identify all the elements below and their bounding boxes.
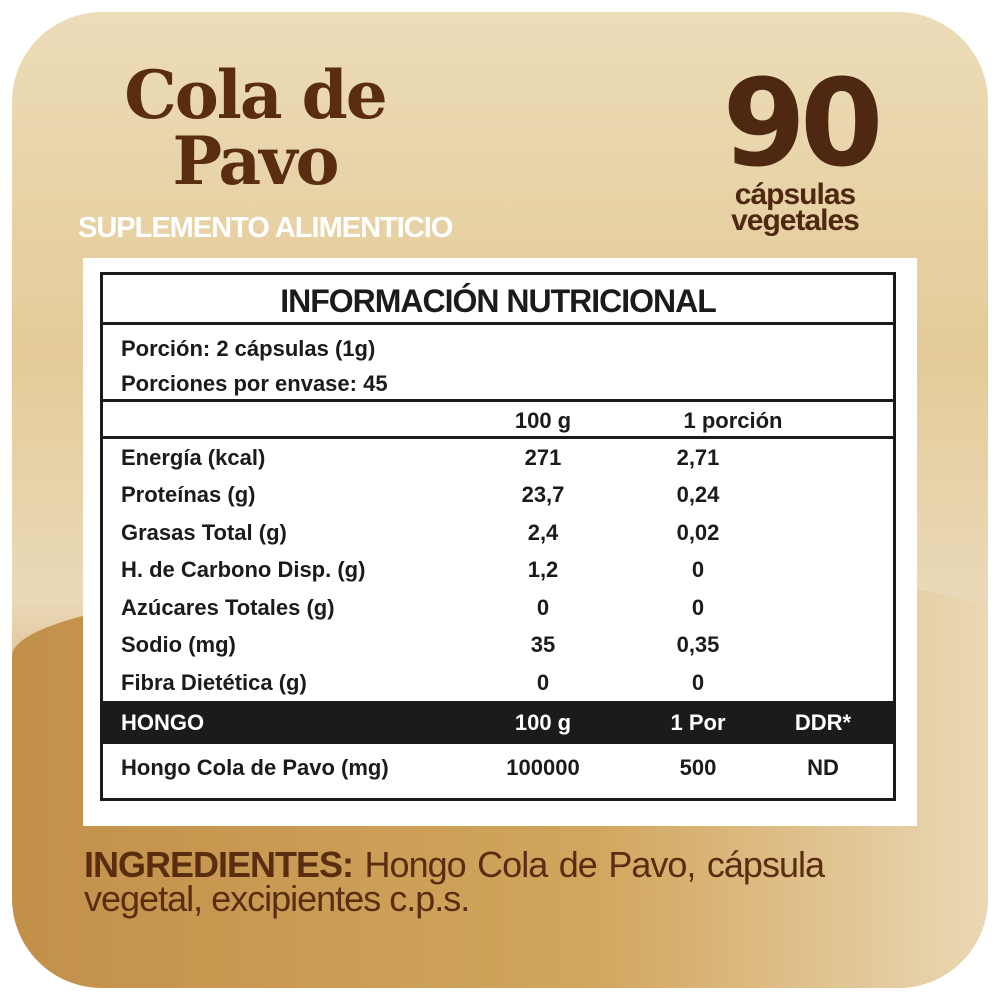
nutrient-per-serving: 0,02	[676, 519, 720, 545]
nutrient-label: Azúcares Totales (g)	[121, 594, 335, 620]
nutrient-row: Sodio (mg) 35 0,35	[103, 626, 893, 664]
nutrient-per-serving: 0	[691, 594, 705, 620]
nutrient-label: H. de Carbono Disp. (g)	[121, 557, 366, 582]
nutrient-per-100g: 2,4	[527, 519, 559, 545]
nutrient-per-100g: 0	[536, 594, 550, 620]
nutrient-per-serving: 0	[691, 557, 705, 582]
product-type: SUPLEMENTO ALIMENTICIO	[78, 212, 453, 244]
nutrient-label: Grasas Total (g)	[121, 519, 287, 545]
nutrient-label: Fibra Dietética (g)	[121, 669, 307, 695]
nutrient-row: Azúcares Totales (g) 0 0	[103, 589, 893, 627]
fungus-header-label: HONGO	[121, 710, 205, 735]
nutrient-per-serving: 2,71	[676, 444, 720, 470]
nutrient-label: Energía (kcal)	[121, 444, 266, 470]
fungus-header-100g: 100 g	[514, 710, 572, 735]
ingredients: INGREDIENTES: Hongo Cola de Pavo, cápsul…	[84, 847, 825, 917]
nutrient-per-serving: 0	[691, 669, 705, 695]
fungus-ddr: ND	[807, 755, 839, 780]
ingredients-text: Hongo Cola de Pavo, cápsula vegetal, exc…	[84, 844, 825, 919]
nutrient-row: Proteínas (g) 23,7 0,24	[103, 476, 893, 514]
nutrient-row: Energía (kcal) 271 2,71	[103, 439, 893, 477]
column-header-serving: 1 porción	[683, 407, 783, 433]
fungus-label: Hongo Cola de Pavo (mg)	[121, 755, 389, 780]
ingredients-label: INGREDIENTES:	[84, 844, 354, 885]
nutrient-label: Proteínas (g)	[121, 482, 256, 507]
nutrient-per-100g: 0	[536, 669, 550, 695]
nutrient-row: Grasas Total (g) 2,4 0,02	[103, 514, 893, 552]
capsule-unit: cápsulas vegetales	[731, 178, 860, 237]
nutrient-per-100g: 23,7	[521, 482, 565, 507]
nutrient-label: Sodio (mg)	[121, 632, 236, 657]
nutrient-per-serving: 0,24	[676, 482, 720, 507]
product-name: Cola de Pavo	[124, 56, 388, 200]
nutrient-row: H. de Carbono Disp. (g) 1,2 0	[103, 551, 893, 589]
fungus-serving: 500	[679, 755, 717, 780]
nutrition-table: INFORMACIÓN NUTRICIONAL Porción: 2 cápsu…	[100, 272, 896, 801]
serving-size: Porción: 2 cápsulas (1g)	[121, 336, 376, 361]
fungus-header-row: HONGO 100 g 1 Por DDR*	[103, 701, 893, 744]
fungus-header-serving: 1 Por	[670, 710, 726, 735]
nutrient-per-100g: 271	[524, 444, 562, 470]
fungus-header-ddr: DDR*	[794, 710, 852, 735]
servings-per-container: Porciones por envase: 45	[121, 370, 388, 396]
capsule-count: 90	[722, 55, 884, 194]
column-header-100g: 100 g	[514, 407, 572, 433]
nutrient-per-100g: 35	[530, 632, 556, 657]
nutrient-row: Fibra Dietética (g) 0 0	[103, 664, 893, 702]
nutrient-per-serving: 0,35	[676, 632, 720, 657]
nutrient-per-100g: 1,2	[527, 557, 559, 582]
fungus-row: Hongo Cola de Pavo (mg) 100000 500 ND	[103, 744, 893, 792]
fungus-100g: 100000	[506, 755, 580, 780]
nutrition-title: INFORMACIÓN NUTRICIONAL	[103, 275, 893, 325]
